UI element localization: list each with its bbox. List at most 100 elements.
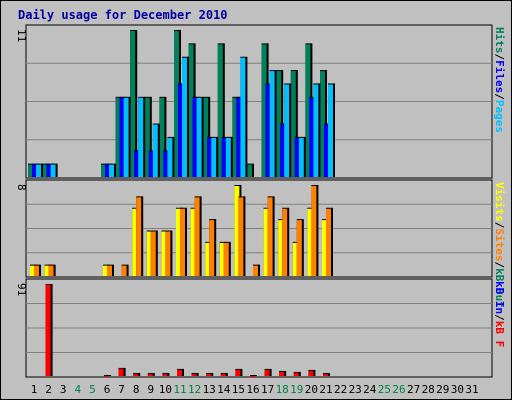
bar-files-day-1-fill	[32, 164, 37, 177]
bar-hits-day-20	[305, 43, 313, 178]
bar-hits-day-18	[276, 70, 284, 177]
bar-files-day-15-fill	[236, 97, 242, 177]
legend-item: /	[493, 314, 506, 321]
bar-visits-day-19-fill	[292, 242, 298, 276]
panel-legend: Visits/Sites/kB Out	[493, 182, 506, 308]
bar-pages-day-7	[123, 96, 131, 177]
bar-pages-day-18	[284, 83, 292, 177]
legend-item: Pages	[493, 100, 506, 133]
bar-kb-f-day-15	[235, 368, 243, 376]
bar-visits-day-12-fill	[190, 208, 196, 276]
bar-sites-day-21-fill	[326, 208, 331, 276]
bar-pages-day-20	[313, 83, 321, 177]
bar-sites-day-15-fill	[238, 197, 244, 276]
panel-legend: Hits/Files/Pages	[493, 27, 506, 133]
bar-hits-day-12-fill	[188, 44, 194, 178]
bar-kb-f-day-14	[220, 372, 228, 376]
bar-files-day-19-fill	[294, 137, 300, 177]
bar-visits-day-8-fill	[132, 208, 138, 276]
bar-hits-day-1	[28, 163, 35, 177]
bar-pages-day-17-fill	[269, 71, 275, 177]
bar-visits-day-18	[278, 219, 286, 276]
bar-files-day-19	[294, 136, 302, 177]
x-tick-label: 31	[465, 383, 478, 396]
legend-item: /	[493, 54, 506, 61]
bar-files-day-7	[119, 96, 127, 177]
bar-pages-day-12-fill	[196, 97, 202, 177]
bar-files-day-6-fill	[105, 164, 110, 177]
x-tick-label: 8	[133, 383, 140, 396]
bar-kb-f-day-2-fill	[45, 285, 51, 376]
bar-pages-day-18-fill	[284, 84, 290, 177]
bar-sites-day-8	[136, 196, 144, 276]
bar-files-day-11-fill	[178, 84, 183, 177]
bar-pages-day-7-fill	[123, 97, 129, 177]
bar-hits-day-18-fill	[276, 71, 282, 177]
bar-kb-f-day-7	[118, 367, 126, 376]
bar-sites-day-10	[165, 230, 173, 276]
bar-visits-day-17	[263, 207, 271, 276]
panel-hits-files-pages: 11 Hits/Files/Pages	[15, 24, 506, 179]
bar-sites-day-11-fill	[180, 208, 185, 276]
bar-visits-day-2	[44, 264, 52, 276]
bar-files-day-9-fill	[148, 151, 154, 177]
legend-item: Sites	[493, 228, 506, 261]
bar-sites-day-11	[180, 207, 187, 276]
bar-sites-day-14	[223, 241, 231, 276]
bar-pages-day-20-fill	[313, 84, 319, 177]
x-tick-label: 18	[276, 383, 289, 396]
bar-hits-day-21-fill	[320, 71, 325, 177]
x-tick-label: 26	[392, 383, 405, 396]
bar-hits-day-11-fill	[174, 31, 179, 177]
bar-hits-day-17	[261, 43, 269, 178]
bar-files-day-17	[265, 83, 273, 177]
x-tick-label: 28	[422, 383, 435, 396]
bar-kb-f-day-14-fill	[220, 373, 226, 376]
bar-kb-f-day-6	[104, 374, 111, 377]
bar-visits-day-2-fill	[44, 265, 50, 276]
bar-sites-day-9-fill	[150, 231, 156, 276]
bar-sites-day-2-fill	[48, 265, 54, 276]
bar-hits-day-10	[159, 96, 167, 177]
x-tick-label: 22	[334, 383, 347, 396]
bar-hits-day-14	[217, 43, 225, 178]
bar-pages-day-9-fill	[152, 124, 158, 177]
bar-files-day-8	[134, 150, 142, 177]
bar-hits-day-15	[232, 96, 240, 177]
x-tick-label: 10	[159, 383, 172, 396]
bar-sites-day-8-fill	[136, 197, 142, 276]
legend-item: Hits	[493, 27, 506, 54]
bar-kb-f-day-19	[293, 371, 301, 376]
bar-kb-f-day-2	[45, 284, 53, 376]
bar-visits-day-20	[307, 207, 315, 276]
bar-pages-day-19	[298, 136, 306, 177]
bar-visits-day-11	[176, 207, 183, 276]
bar-visits-day-11-fill	[176, 208, 181, 276]
bar-kb-f-day-19-fill	[293, 372, 299, 376]
bar-sites-day-20	[311, 185, 319, 276]
bar-visits-day-17-fill	[263, 208, 269, 276]
bar-sites-day-15	[238, 196, 246, 276]
bar-pages-day-9	[152, 123, 160, 177]
bar-files-day-10-fill	[163, 151, 169, 177]
bar-visits-day-21	[322, 219, 329, 276]
x-tick-label: 21	[319, 383, 332, 396]
legend-item: kB Out	[493, 268, 506, 308]
bar-sites-day-20-fill	[311, 186, 317, 276]
bar-visits-day-12	[190, 207, 198, 276]
bar-visits-day-14-fill	[219, 242, 225, 276]
bar-pages-day-2	[50, 163, 58, 177]
bar-kb-f-day-10	[162, 372, 170, 376]
bar-kb-f-day-21-fill	[323, 373, 328, 376]
bar-kb-f-day-16-edge	[250, 374, 257, 376]
bar-visits-day-9	[146, 230, 154, 276]
legend-item: Visits	[493, 182, 506, 222]
bar-visits-day-1-fill	[30, 265, 35, 276]
bar-hits-day-12	[188, 43, 196, 178]
bar-pages-day-19-fill	[298, 137, 304, 177]
panel-visits-sites: 8 Visits/Sites/kB Out	[15, 179, 506, 308]
bar-pages-day-1-fill	[36, 164, 41, 177]
bar-pages-day-6-fill	[109, 164, 114, 177]
panel-max-label: 11	[15, 29, 28, 42]
bar-visits-day-8	[132, 207, 140, 276]
